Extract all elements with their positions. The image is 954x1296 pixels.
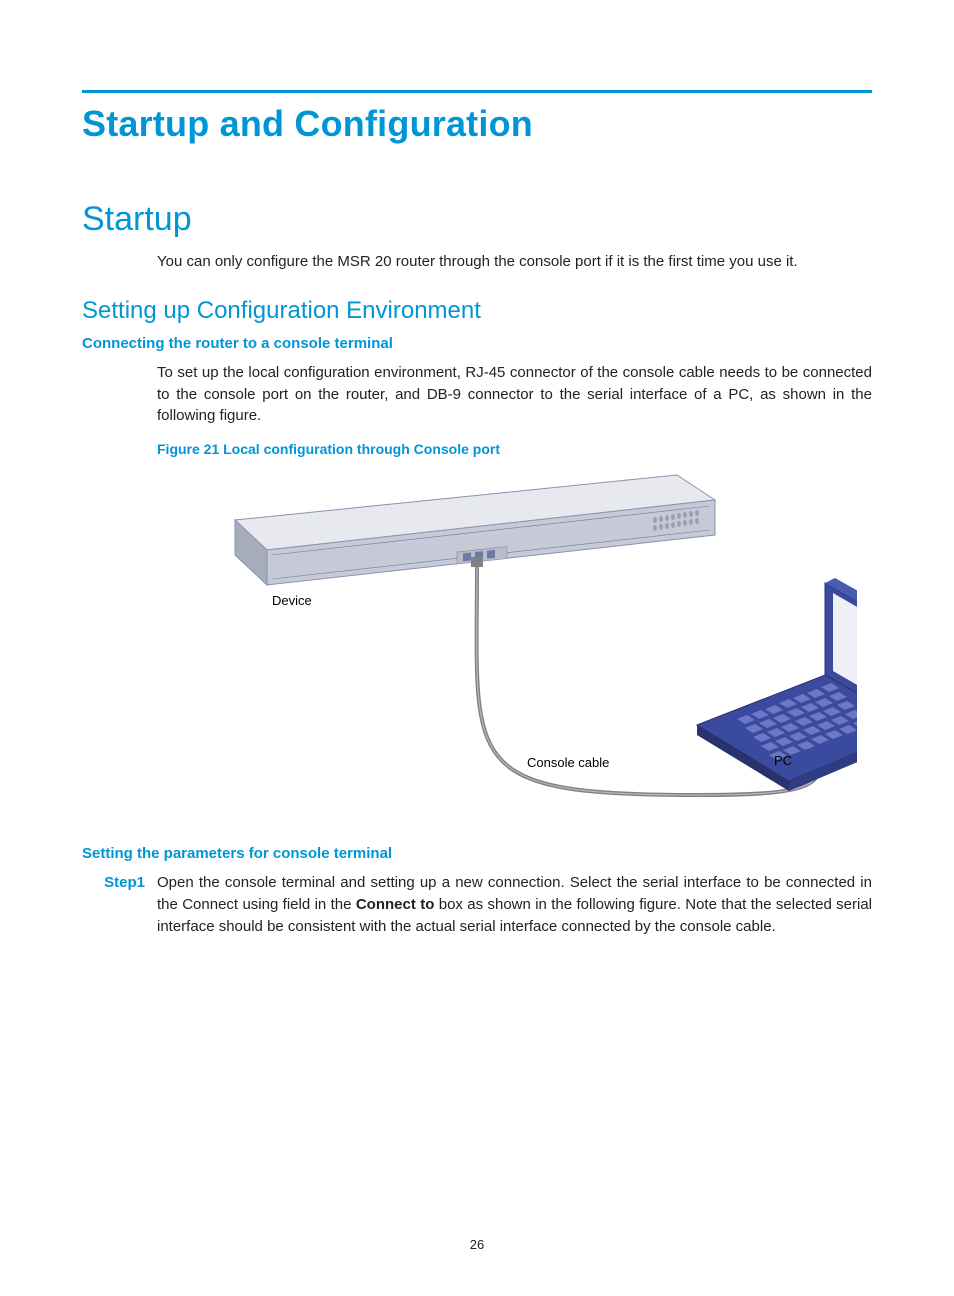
paragraph-connecting: To set up the local configuration enviro… xyxy=(157,362,872,427)
figure-label-cable: Console cable xyxy=(527,755,609,770)
step-1-bold: Connect to xyxy=(356,896,435,913)
section-startup: Startup xyxy=(82,200,872,239)
step-1-body: Open the console terminal and setting up… xyxy=(157,872,872,937)
rj45-plug-icon xyxy=(471,557,483,567)
figure-label-device: Device xyxy=(272,593,312,608)
subsection-parameters: Setting the parameters for console termi… xyxy=(82,845,872,862)
figure-svg xyxy=(157,465,857,825)
figure-caption: Figure 21 Local configuration through Co… xyxy=(157,441,872,457)
section-config-env: Setting up Configuration Environment xyxy=(82,297,872,325)
top-rule xyxy=(82,90,872,93)
step-1-label: Step1 xyxy=(82,872,157,937)
page-title: Startup and Configuration xyxy=(82,103,872,145)
figure-21: Device Console cable PC xyxy=(157,465,857,815)
figure-label-pc: PC xyxy=(774,753,792,768)
subsection-connecting: Connecting the router to a console termi… xyxy=(82,335,872,352)
step-1: Step1 Open the console terminal and sett… xyxy=(82,872,872,937)
paragraph-intro: You can only configure the MSR 20 router… xyxy=(157,251,872,273)
page-number: 26 xyxy=(82,1237,872,1252)
